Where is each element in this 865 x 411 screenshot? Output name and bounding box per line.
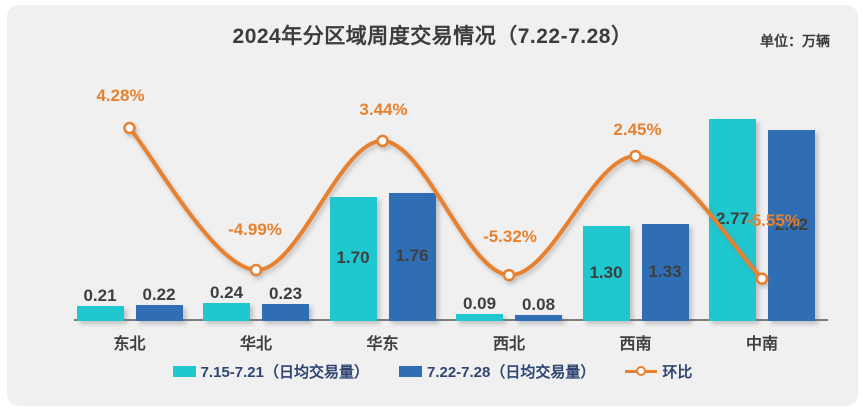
legend: 7.15-7.21（日均交易量） 7.22-7.28（日均交易量） 环比 — [0, 358, 865, 384]
x-axis-label-西南: 西南 — [619, 336, 652, 353]
x-axis-label-东北: 东北 — [113, 336, 146, 353]
line-marker-icon — [625, 365, 658, 377]
pct-label-西南: 2.45% — [613, 120, 662, 140]
bar-7.22-7.28（日均交易量）-中南 — [768, 130, 815, 321]
bar-value-label: 1.33 — [648, 261, 682, 281]
legend-label-ring-ratio: 环比 — [662, 363, 693, 381]
chart-title: 2024年分区域周度交易情况（7.22-7.28） — [232, 25, 633, 48]
legend-item-week2: 7.22-7.28（日均交易量） — [398, 361, 596, 382]
legend-label-week1: 7.15-7.21（日均交易量） — [200, 363, 369, 381]
bar-value-label: 0.08 — [521, 295, 556, 314]
bar-value-label: 1.76 — [395, 246, 429, 265]
x-axis-label-中南: 中南 — [745, 336, 779, 353]
bar-value-label: 0.22 — [142, 285, 176, 304]
line-marker-东北 — [123, 121, 136, 135]
bar-value-label: 1.70 — [336, 248, 370, 267]
pct-label-东北: 4.28% — [96, 86, 145, 106]
bar-value-label: 0.23 — [268, 284, 303, 303]
line-marker-华北 — [249, 263, 263, 277]
bar-7.22-7.28（日均交易量）-东北 — [135, 305, 183, 321]
line-marker-西北 — [502, 268, 516, 282]
pct-label-华北: -4.99% — [228, 220, 282, 240]
bar-7.22-7.28（日均交易量）-华北 — [262, 304, 309, 321]
bar-value-label: 2.77 — [715, 209, 750, 228]
x-axis-label-华东: 华东 — [366, 336, 399, 353]
bar-value-label: 0.24 — [209, 283, 244, 302]
pct-label-中南: -5.55% — [746, 210, 800, 230]
x-axis-label-西北: 西北 — [492, 336, 526, 353]
bar-7.15-7.21（日均交易量）-东北 — [76, 306, 124, 321]
legend-label-week2: 7.22-7.28（日均交易量） — [426, 363, 596, 381]
pct-label-西北: -5.32% — [483, 227, 537, 247]
bar-7.22-7.28（日均交易量）-西北 — [515, 315, 562, 321]
week1-swatch-icon — [172, 365, 196, 377]
bar-value-label: 2.62 — [774, 214, 809, 234]
pct-label-华东: 3.44% — [359, 99, 408, 119]
unit-label: 单位：万辆 — [760, 33, 830, 49]
line-marker-西南 — [629, 149, 642, 163]
line-marker-中南 — [755, 272, 769, 285]
bar-value-label: 1.30 — [589, 262, 623, 282]
legend-item-week1: 7.15-7.21（日均交易量） — [172, 361, 369, 382]
line-marker-华东 — [376, 134, 389, 148]
bar-value-label: 0.21 — [83, 286, 117, 305]
bar-7.15-7.21（日均交易量）-西北 — [456, 314, 503, 321]
x-axis-line — [74, 319, 828, 321]
legend-item-ring-ratio: 环比 — [625, 361, 692, 382]
bar-7.15-7.21（日均交易量）-华北 — [203, 303, 250, 321]
bar-value-label: 0.09 — [462, 294, 497, 313]
x-axis-label-华北: 华北 — [239, 336, 273, 353]
week2-swatch-icon — [398, 365, 422, 377]
